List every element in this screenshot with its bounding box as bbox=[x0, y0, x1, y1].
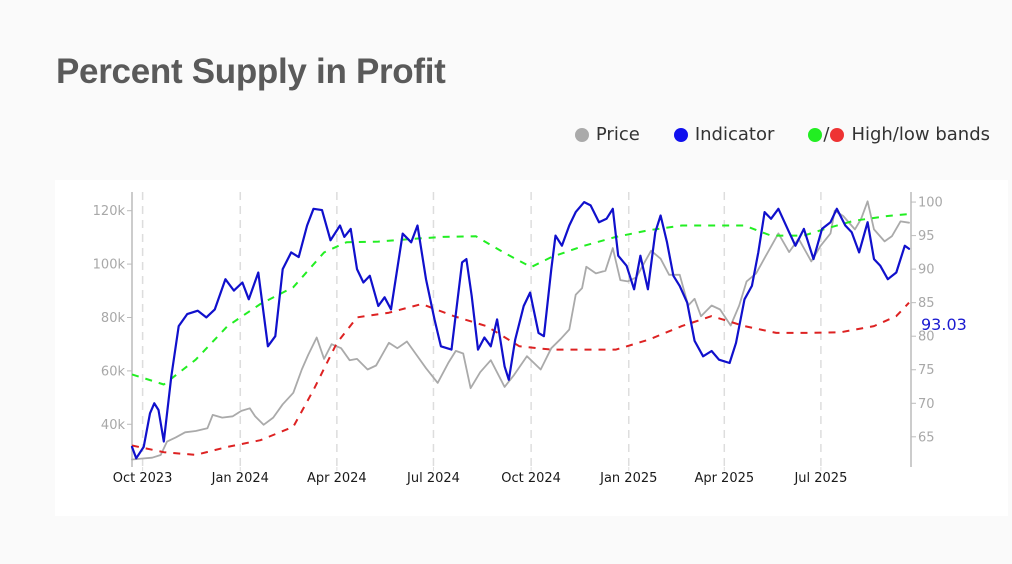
high-band-marker-icon bbox=[808, 127, 823, 142]
left-y-tick-label: 40k bbox=[101, 418, 126, 433]
left-y-tick-label: 80k bbox=[101, 311, 126, 326]
left-y-tick-label: 100k bbox=[93, 258, 126, 273]
legend-item-indicator[interactable]: Indicator bbox=[673, 124, 775, 145]
right-y-tick-label: 70 bbox=[918, 397, 935, 412]
legend-label: Price bbox=[595, 124, 640, 145]
right-y-tick-label: 90 bbox=[918, 263, 935, 278]
legend-item-bands[interactable]: / High/low bands bbox=[808, 124, 990, 145]
right-y-tick-label: 95 bbox=[918, 229, 935, 244]
indicator-last-value-label: 93.03 bbox=[921, 315, 967, 334]
gridlines bbox=[141, 192, 822, 467]
x-tick-label: Jul 2025 bbox=[793, 471, 847, 486]
left-y-tick-label: 60k bbox=[101, 364, 126, 379]
indicator-marker-icon bbox=[673, 127, 688, 142]
x-tick-label: Jan 2025 bbox=[599, 471, 657, 486]
x-tick-label: Jul 2024 bbox=[406, 471, 460, 486]
chart-title: Percent Supply in Profit bbox=[56, 52, 446, 91]
series-lines bbox=[130, 200, 911, 461]
series-price bbox=[131, 200, 910, 461]
x-tick-label: Oct 2023 bbox=[113, 471, 173, 486]
right-y-tick-label: 85 bbox=[918, 296, 935, 311]
right-y-tick-label: 75 bbox=[918, 363, 935, 378]
axis-labels: Oct 2023 Jan 2024 Apr 2024 Jul 2024 Oct 2024… bbox=[93, 196, 967, 486]
axes bbox=[127, 192, 916, 471]
x-tick-label: Oct 2024 bbox=[501, 471, 561, 486]
x-tick-label: Apr 2025 bbox=[694, 471, 754, 486]
chart-legend: Price Indicator / High/low bands bbox=[574, 124, 990, 145]
legend-separator: / bbox=[823, 124, 830, 145]
legend-item-price[interactable]: Price bbox=[574, 124, 640, 145]
x-tick-label: Jan 2024 bbox=[211, 471, 269, 486]
series-low-band bbox=[131, 302, 910, 456]
low-band-marker-icon bbox=[830, 127, 845, 142]
right-y-tick-label: 80 bbox=[918, 330, 935, 345]
right-y-tick-label: 100 bbox=[918, 196, 943, 211]
right-y-tick-label: 65 bbox=[918, 430, 935, 445]
legend-label: High/low bands bbox=[851, 124, 990, 145]
x-tick-label: Apr 2024 bbox=[307, 471, 367, 486]
left-y-tick-label: 120k bbox=[93, 204, 126, 219]
series-indicator bbox=[130, 201, 911, 460]
series-high-band bbox=[131, 213, 910, 386]
price-marker-icon bbox=[574, 127, 589, 142]
legend-label: Indicator bbox=[694, 124, 775, 145]
